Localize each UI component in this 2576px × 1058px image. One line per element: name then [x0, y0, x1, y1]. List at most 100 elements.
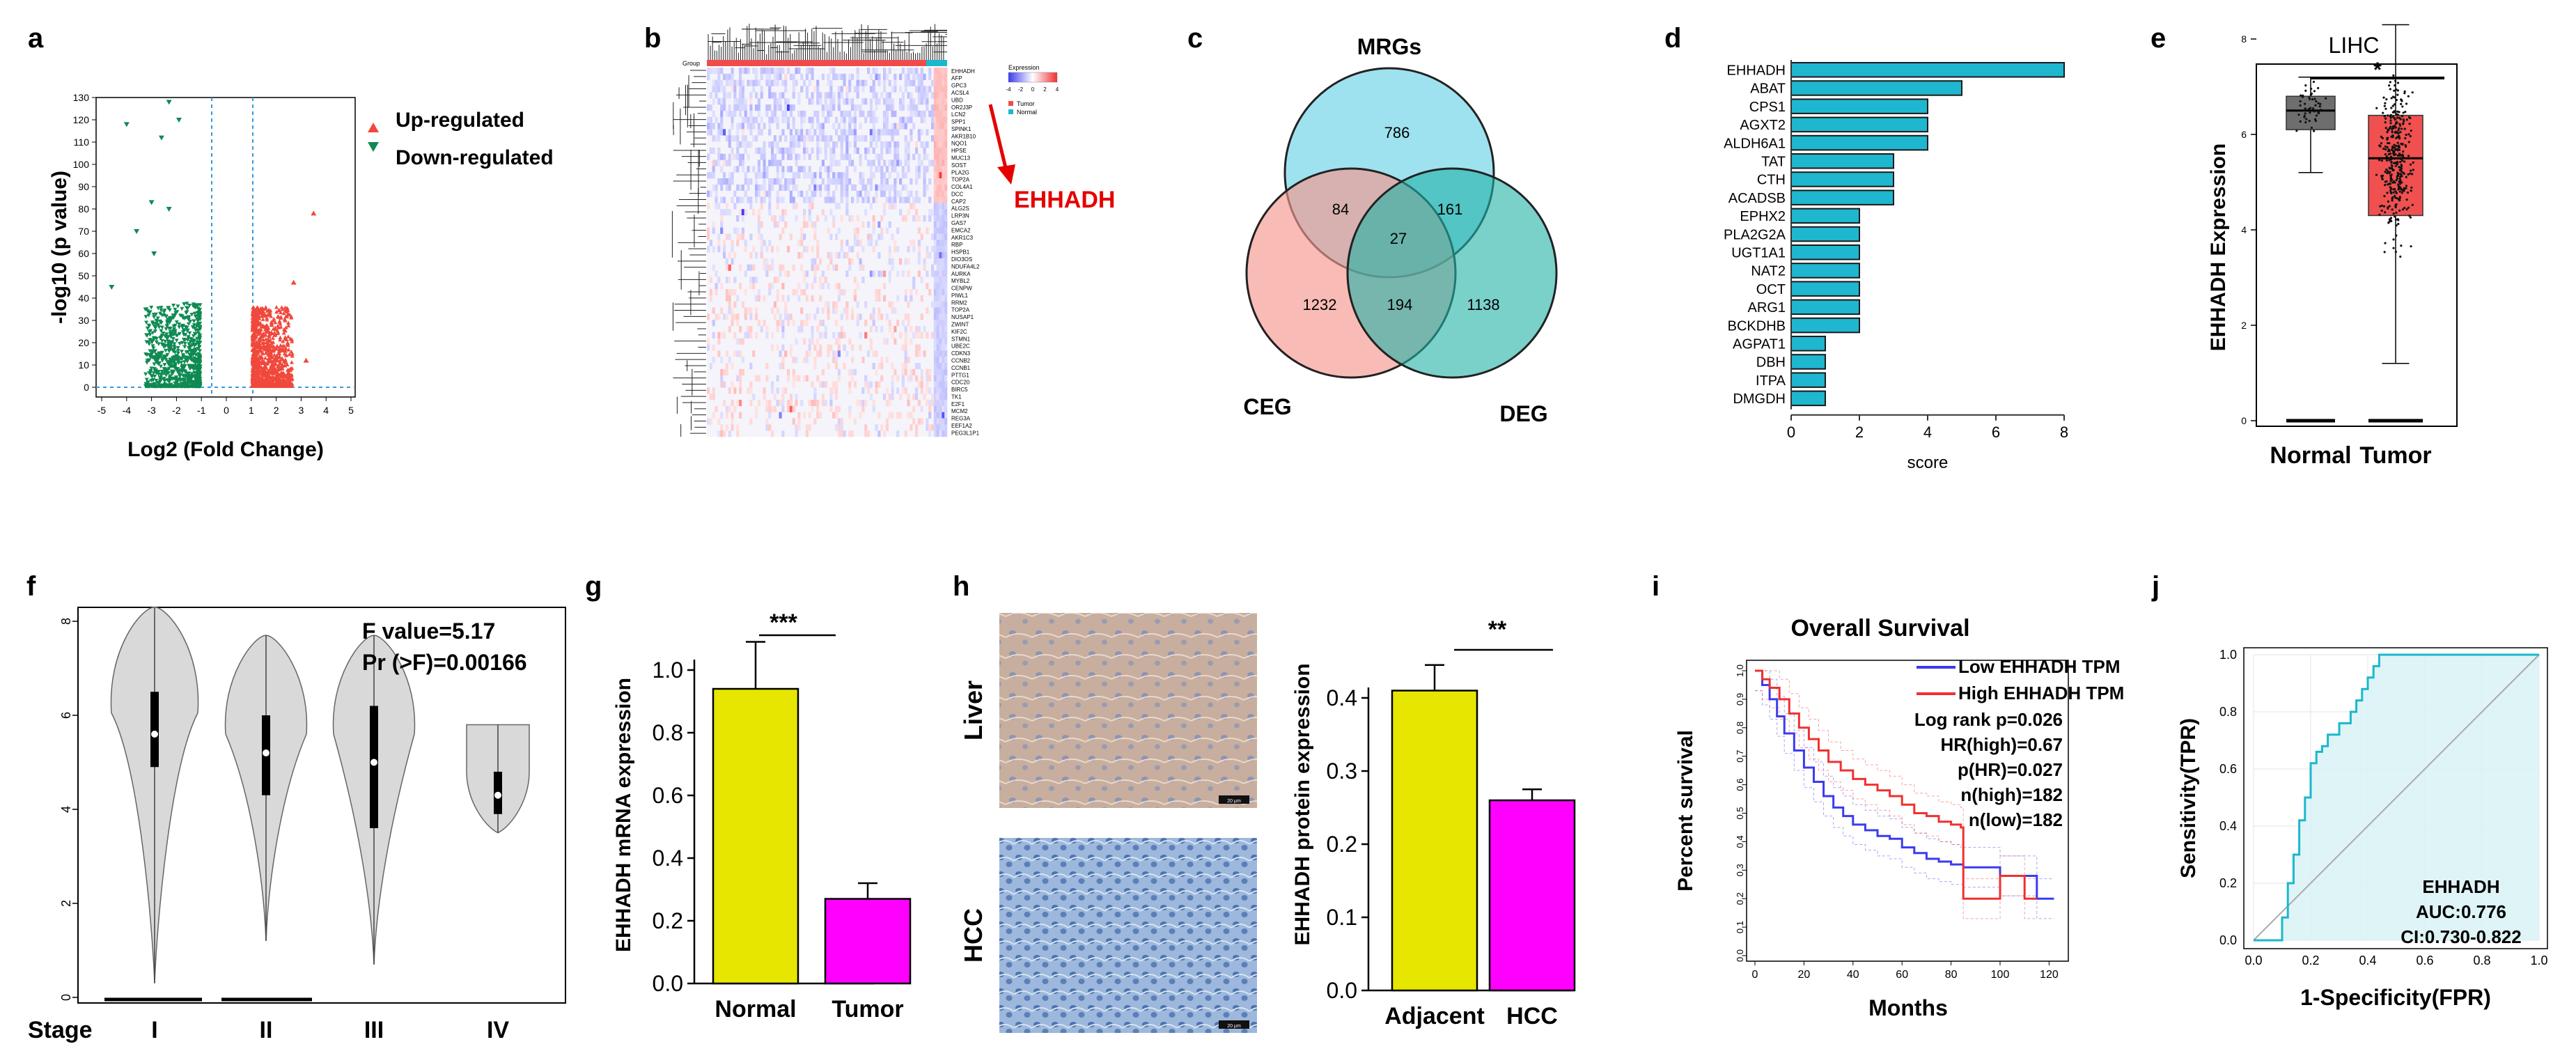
score-bar-label: DBH — [1756, 355, 1786, 371]
heatmap-cell — [824, 141, 827, 148]
volcano-down-point — [198, 333, 203, 338]
heatmap-cell — [757, 104, 760, 111]
heatmap-cell — [915, 209, 919, 216]
volcano-down-point — [158, 364, 163, 369]
survival-y-tick-label: 0.4 — [1735, 835, 1745, 848]
heatmap-cell — [779, 270, 782, 277]
heatmap-cell — [789, 147, 793, 154]
heatmap-cell — [891, 363, 894, 370]
boxplot-jitter-point — [2395, 144, 2398, 148]
volcano-up-point — [274, 344, 279, 348]
heatmap-cell — [928, 215, 932, 222]
boxplot-jitter-point — [2387, 84, 2391, 87]
heatmap-cell — [747, 196, 750, 203]
heatmap-cell — [859, 135, 862, 142]
heatmap-cell — [773, 141, 776, 148]
survival-y-tick-label: 0.9 — [1735, 693, 1745, 706]
volcano-down-point — [176, 358, 181, 363]
heatmap-cell — [928, 375, 932, 382]
heatmap-cell — [942, 332, 945, 339]
boxplot-jitter-point — [2392, 180, 2395, 182]
boxplot-jitter-point — [2405, 102, 2408, 105]
heatmap-cell — [723, 104, 726, 111]
heatmap-cell — [781, 184, 785, 191]
heatmap-cell — [824, 135, 827, 142]
volcano-down-point — [190, 325, 195, 329]
volcano-up-point — [281, 327, 286, 332]
volcano-down-point — [162, 367, 166, 371]
heatmap-cell — [757, 215, 760, 222]
boxplot-jitter-point — [2407, 95, 2410, 98]
volcano-down-point — [180, 369, 185, 373]
heatmap-cell — [910, 338, 913, 345]
volcano-down-point — [192, 323, 196, 327]
heatmap-gene-label: SPINK1 — [951, 126, 971, 132]
volcano-up-point — [290, 373, 295, 377]
volcano-down-point — [153, 368, 157, 373]
heatmap-cell — [712, 160, 715, 166]
volcano-up-point — [257, 322, 262, 327]
heatmap-cell — [752, 166, 756, 173]
heatmap-cell — [933, 295, 937, 302]
volcano-down-point — [175, 346, 180, 350]
heatmap-cell — [851, 368, 854, 375]
heatmap-cell — [931, 332, 935, 339]
heatmap-cell — [811, 264, 814, 271]
heatmap-cell — [717, 418, 721, 425]
heatmap-cell — [757, 375, 760, 382]
heatmap-cell — [877, 73, 881, 80]
violin-median — [370, 759, 377, 766]
heatmap-cell — [803, 375, 806, 382]
heatmap-cell — [720, 104, 724, 111]
heatmap-cell — [942, 227, 945, 234]
volcano-up-point — [250, 318, 255, 322]
heatmap-cell — [835, 307, 838, 314]
heatmap-cell — [848, 79, 852, 86]
violin-y-tick-label: 6 — [59, 712, 73, 719]
heatmap-cell — [888, 326, 891, 333]
boxplot-jitter-point — [2389, 88, 2391, 91]
heatmap-cell — [827, 252, 830, 259]
heatmap-cell — [883, 110, 887, 117]
volcano-down-point — [166, 349, 171, 354]
score-bar — [1790, 226, 1860, 242]
heatmap-cell — [885, 178, 889, 185]
heatmap-cell — [904, 196, 907, 203]
heatmap-cell — [880, 424, 884, 431]
heatmap-cell — [864, 135, 868, 142]
boxplot-jitter-point — [2389, 122, 2392, 125]
heatmap-cell — [787, 116, 790, 123]
heatmap-cell — [936, 258, 939, 265]
heatmap-cell — [877, 307, 881, 314]
heatmap-cell — [725, 313, 728, 320]
heatmap-cell — [864, 147, 868, 154]
heatmap-cell — [733, 350, 737, 357]
heatmap-cell — [803, 357, 806, 364]
heatmap-cell — [829, 252, 833, 259]
heatmap-cell — [827, 110, 830, 117]
volcano-down-point — [155, 384, 159, 389]
heatmap-cell — [926, 104, 929, 111]
heatmap-cell — [808, 424, 811, 431]
score-bar — [1790, 189, 1894, 205]
heatmap-cell — [837, 73, 841, 80]
heatmap-cell — [942, 209, 945, 216]
volcano-down-point — [162, 376, 166, 381]
heatmap-cell — [741, 368, 744, 375]
heatmap-cell — [904, 338, 907, 345]
bar-y-tick-label: 0.4 — [653, 846, 683, 871]
heatmap-cell — [749, 141, 753, 148]
boxplot-jitter-point — [2384, 184, 2387, 187]
volcano-down-point — [191, 302, 196, 306]
volcano-up-point — [260, 382, 265, 387]
heatmap-cell — [872, 147, 875, 154]
heatmap-cell — [904, 357, 907, 364]
volcano-down-point — [156, 372, 161, 377]
heatmap-cell — [755, 405, 758, 412]
boxplot-jitter-point — [2385, 155, 2388, 158]
heatmap-cell — [824, 147, 827, 154]
volcano-up-point — [263, 377, 267, 382]
heatmap-cell — [885, 196, 889, 203]
volcano-down-point — [181, 337, 186, 342]
heatmap-cell — [728, 209, 731, 216]
